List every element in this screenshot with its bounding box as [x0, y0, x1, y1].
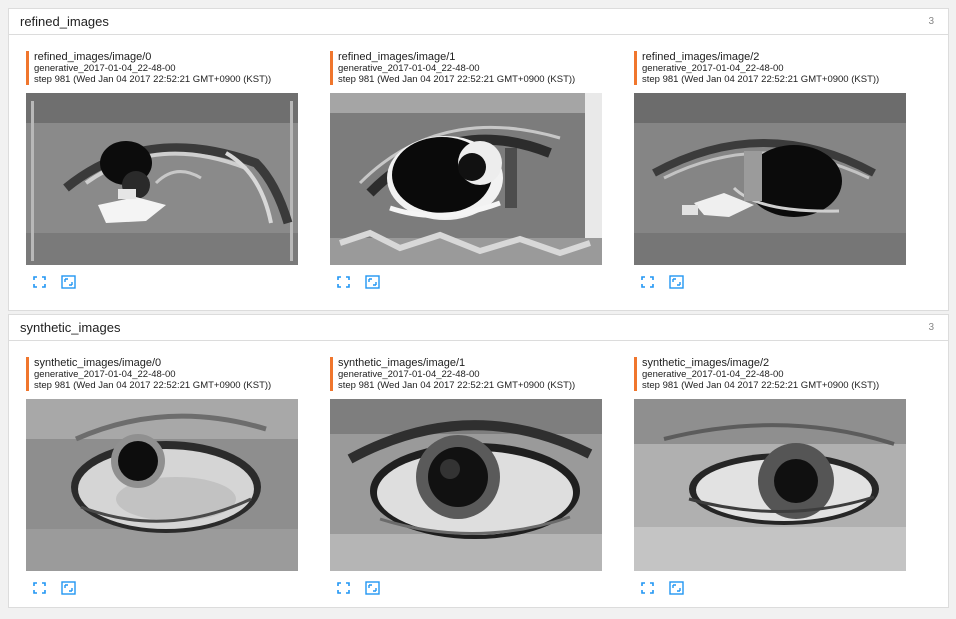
section-title: refined_images	[20, 14, 109, 29]
card-step: step 981 (Wed Jan 04 2017 22:52:21 GMT+0…	[34, 74, 272, 85]
card-tag: synthetic_images/image/0	[34, 357, 162, 369]
image-card: refined_images/image/0 generative_2017-0…	[26, 51, 298, 289]
card-tag: refined_images/image/2	[642, 51, 760, 63]
section-header-synthetic-images[interactable]: synthetic_images 3	[8, 314, 949, 341]
fullscreen-icon[interactable]	[32, 581, 47, 595]
card-run: generative_2017-01-04_22-48-00	[34, 63, 176, 74]
card-step: step 981 (Wed Jan 04 2017 22:52:21 GMT+0…	[642, 74, 880, 85]
section-body-refined-images: refined_images/image/0 generative_2017-0…	[8, 35, 949, 311]
card-tag: refined_images/image/0	[34, 51, 152, 63]
fullscreen-icon[interactable]	[640, 581, 655, 595]
eye-image	[634, 399, 906, 571]
card-header: synthetic_images/image/2 generative_2017…	[634, 357, 906, 391]
eye-image	[634, 93, 906, 265]
fullscreen-icon[interactable]	[336, 581, 351, 595]
eye-image	[26, 93, 298, 265]
card-step: step 981 (Wed Jan 04 2017 22:52:21 GMT+0…	[642, 380, 880, 391]
section-title: synthetic_images	[20, 320, 121, 335]
card-header: synthetic_images/image/1 generative_2017…	[330, 357, 602, 391]
eye-image	[330, 93, 602, 265]
card-header: refined_images/image/0 generative_2017-0…	[26, 51, 298, 85]
card-tag: synthetic_images/image/1	[338, 357, 466, 369]
eye-image	[330, 399, 602, 571]
card-actions	[330, 275, 602, 289]
image-card: refined_images/image/2 generative_2017-0…	[634, 51, 906, 289]
actual-size-icon[interactable]	[365, 581, 380, 595]
card-run: generative_2017-01-04_22-48-00	[338, 63, 480, 74]
section-count: 3	[928, 16, 934, 27]
section-header-refined-images[interactable]: refined_images 3	[8, 8, 949, 35]
fullscreen-icon[interactable]	[336, 275, 351, 289]
card-run: generative_2017-01-04_22-48-00	[642, 369, 784, 380]
card-step: step 981 (Wed Jan 04 2017 22:52:21 GMT+0…	[34, 380, 272, 391]
card-actions	[634, 581, 906, 595]
section-body-synthetic-images: synthetic_images/image/0 generative_2017…	[8, 341, 949, 608]
actual-size-icon[interactable]	[365, 275, 380, 289]
image-card: refined_images/image/1 generative_2017-0…	[330, 51, 602, 289]
card-step: step 981 (Wed Jan 04 2017 22:52:21 GMT+0…	[338, 380, 576, 391]
actual-size-icon[interactable]	[669, 275, 684, 289]
card-run: generative_2017-01-04_22-48-00	[34, 369, 176, 380]
card-tag: refined_images/image/1	[338, 51, 456, 63]
card-actions	[330, 581, 602, 595]
card-actions	[26, 275, 298, 289]
image-card: synthetic_images/image/1 generative_2017…	[330, 357, 602, 595]
actual-size-icon[interactable]	[61, 275, 76, 289]
card-header: refined_images/image/2 generative_2017-0…	[634, 51, 906, 85]
card-run: generative_2017-01-04_22-48-00	[642, 63, 784, 74]
section-count: 3	[928, 322, 934, 333]
card-header: synthetic_images/image/0 generative_2017…	[26, 357, 298, 391]
image-card: synthetic_images/image/2 generative_2017…	[634, 357, 906, 595]
card-step: step 981 (Wed Jan 04 2017 22:52:21 GMT+0…	[338, 74, 576, 85]
card-header: refined_images/image/1 generative_2017-0…	[330, 51, 602, 85]
card-run: generative_2017-01-04_22-48-00	[338, 369, 480, 380]
card-actions	[26, 581, 298, 595]
eye-image	[26, 399, 298, 571]
actual-size-icon[interactable]	[669, 581, 684, 595]
card-actions	[634, 275, 906, 289]
image-card: synthetic_images/image/0 generative_2017…	[26, 357, 298, 595]
fullscreen-icon[interactable]	[640, 275, 655, 289]
fullscreen-icon[interactable]	[32, 275, 47, 289]
actual-size-icon[interactable]	[61, 581, 76, 595]
card-tag: synthetic_images/image/2	[642, 357, 770, 369]
